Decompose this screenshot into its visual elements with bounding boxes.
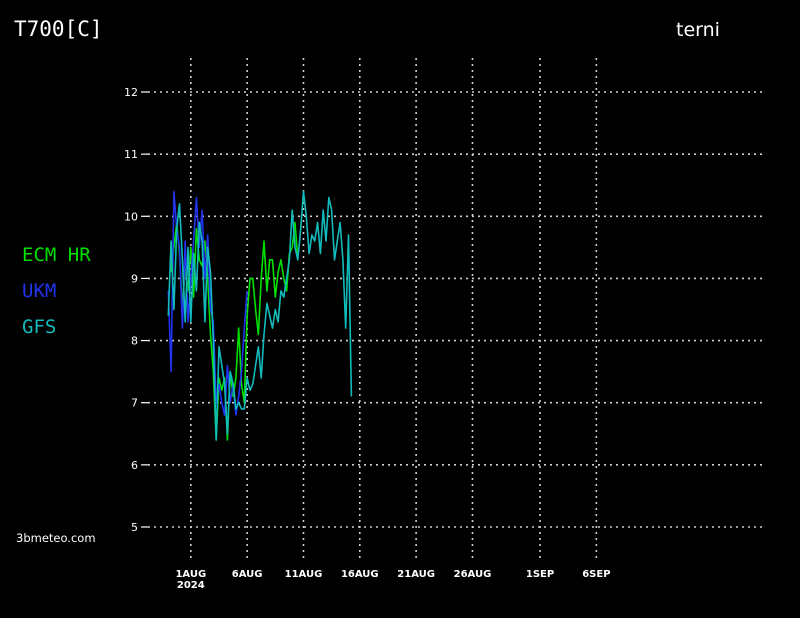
x-tick-label: 16AUG (341, 569, 379, 580)
x-tick-label: 1AUG (175, 569, 206, 580)
y-tick-label: 6 (131, 459, 138, 472)
y-tick-label: 5 (131, 521, 138, 534)
x-tick-sublabel: 2024 (177, 580, 205, 591)
y-axis-ticks: 5 6 7 8 9 10 11 12 (124, 86, 148, 534)
y-tick-label: 10 (124, 210, 138, 223)
legend-entry: ECM HR (22, 244, 91, 266)
y-tick-label: 9 (131, 272, 138, 285)
x-tick-label: 21AUG (397, 569, 435, 580)
chart-title: T700[C] (14, 17, 103, 41)
y-tick-label: 8 (131, 335, 138, 348)
x-tick-label: 1SEP (526, 569, 554, 580)
y-tick-label: 7 (131, 397, 138, 410)
credit-label: 3bmeteo.com (16, 531, 96, 545)
y-tick-label: 12 (124, 86, 138, 99)
legend-entry: UKM (22, 280, 56, 302)
y-tick-label: 11 (124, 148, 138, 161)
legend-entry: GFS (22, 316, 56, 338)
x-tick-label: 6AUG (232, 569, 263, 580)
x-tick-label: 6SEP (582, 569, 610, 580)
location-label: terni (676, 19, 720, 41)
grid (148, 58, 762, 558)
series-line-gfs (167, 190, 353, 441)
legend: ECM HR UKM GFS (22, 244, 91, 338)
x-tick-label: 26AUG (454, 569, 492, 580)
series-lines (167, 190, 353, 441)
x-tick-label: 11AUG (285, 569, 323, 580)
